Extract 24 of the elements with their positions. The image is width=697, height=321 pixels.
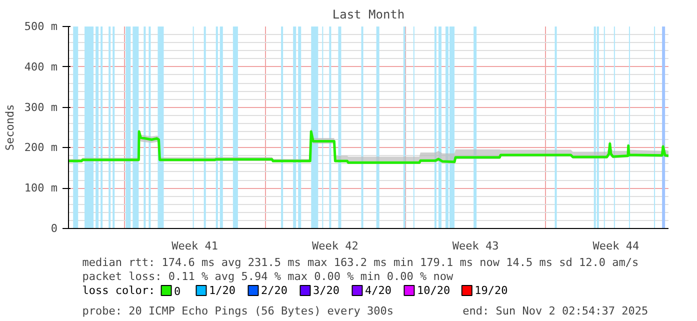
x-tick-label: Week 44 <box>592 240 640 252</box>
text: end: Sun Nov 2 02:54:37 2025 <box>462 304 648 318</box>
y-axis-title: Seconds <box>3 104 16 151</box>
legend-label: 19/20 <box>474 284 508 297</box>
y-tick-label: 500 m <box>24 20 58 33</box>
legend-label: 3/20 <box>312 284 340 297</box>
text: packet loss: 0.11 % avg 5.94 % max 0.00 % min 0.00 % now <box>82 270 454 283</box>
y-tick-label: 200 m <box>24 141 58 154</box>
legend-label: 10/20 <box>416 284 450 297</box>
x-tick-label: Week 41 <box>172 240 218 252</box>
chart-title: Last Month <box>332 8 405 22</box>
legend-label: 2/20 <box>260 284 288 297</box>
x-tick-label: Week 42 <box>312 240 358 252</box>
legend-title: loss color: <box>82 284 156 297</box>
y-tick-label: 300 m <box>24 100 58 114</box>
y-tick-label: 0 <box>50 222 58 235</box>
x-tick-label: Week 43 <box>452 240 499 252</box>
legend-label: 1/20 <box>208 284 236 297</box>
y-tick-label: 100 m <box>24 182 58 195</box>
legend-label: 0 <box>174 285 181 298</box>
text: median rtt: 174.6 ms avg 231.5 ms max 163.2 ms min 179.1 ms now 14.5 ms sd 12.0 am/s <box>82 256 639 269</box>
y-tick-label: 400 m <box>24 60 58 74</box>
text: probe: 20 ICMP Echo Pings (56 Bytes) every 300s <box>82 304 394 318</box>
legend-label: 4/20 <box>364 284 392 297</box>
